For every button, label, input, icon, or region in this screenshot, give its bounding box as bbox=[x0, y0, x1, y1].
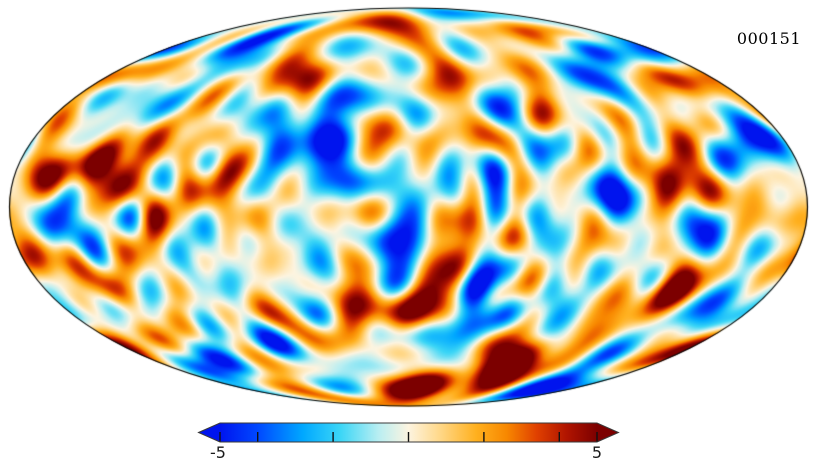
mollweide-map bbox=[0, 0, 817, 415]
colorbar bbox=[197, 422, 620, 443]
frame-number-label: 000151 bbox=[736, 29, 801, 48]
colorbar-max-label: 5 bbox=[591, 443, 603, 462]
colorbar-min-label: -5 bbox=[210, 443, 226, 462]
